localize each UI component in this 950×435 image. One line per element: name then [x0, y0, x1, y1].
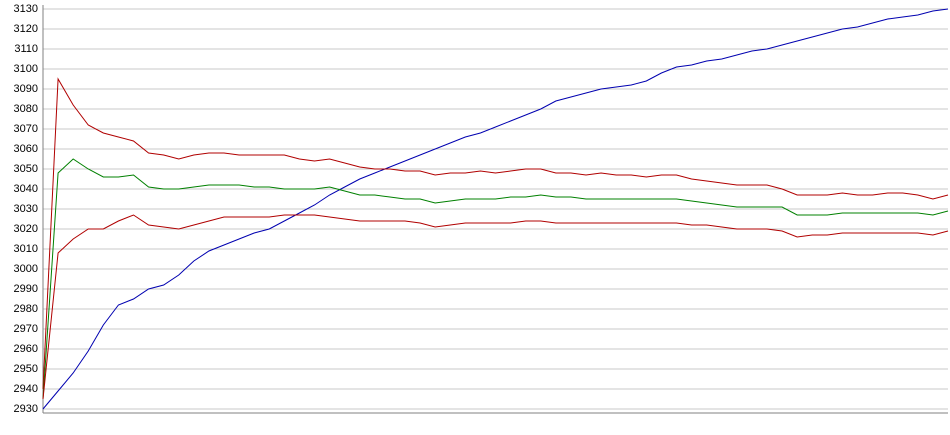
y-tick-label: 3070 — [14, 123, 38, 135]
y-tick-label: 3120 — [14, 23, 38, 35]
line-series — [42, 214, 949, 400]
y-tick-label: 3000 — [14, 263, 38, 275]
y-tick-label: 3050 — [14, 163, 38, 175]
y-tick-label: 3080 — [14, 103, 38, 115]
y-tick-label: 3100 — [14, 63, 38, 75]
y-tick-label: 2950 — [14, 363, 38, 375]
line-series — [42, 77, 949, 390]
y-tick-label: 2930 — [14, 403, 38, 415]
y-tick-label: 3010 — [14, 243, 38, 255]
y-tick-label: 3020 — [14, 223, 38, 235]
y-tick-label: 2970 — [14, 323, 38, 335]
y-tick-label: 3130 — [14, 3, 38, 15]
y-tick-label: 2990 — [14, 283, 38, 295]
y-tick-label: 3090 — [14, 83, 38, 95]
y-tick-label: 2960 — [14, 343, 38, 355]
y-tick-label: 3040 — [14, 183, 38, 195]
line-series — [42, 158, 949, 400]
line-series — [42, 8, 949, 410]
y-tick-label: 3030 — [14, 203, 38, 215]
y-tick-label: 2940 — [14, 383, 38, 395]
y-tick-label: 3110 — [14, 43, 38, 55]
y-tick-label: 3060 — [14, 143, 38, 155]
y-tick-label: 2980 — [14, 303, 38, 315]
